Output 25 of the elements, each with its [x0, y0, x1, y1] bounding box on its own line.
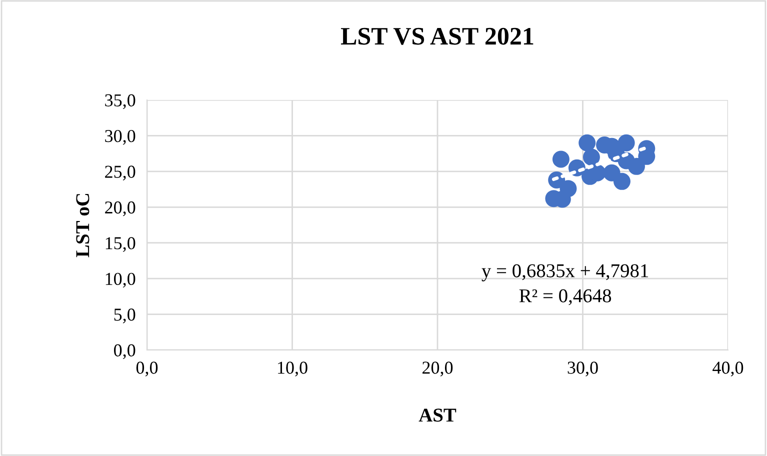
y-tick-label: 35,0 — [105, 94, 136, 110]
chart-title: LST VS AST 2021 — [340, 28, 534, 45]
point — [578, 134, 596, 152]
point — [613, 172, 630, 190]
y-tick-label: 10,0 — [106, 272, 136, 288]
point — [628, 158, 645, 175]
annotation: y = 0,6835x + 4,7981 — [482, 264, 648, 282]
x-tick-label: 0,0 — [136, 362, 158, 376]
y-axis-title: LST oC — [76, 194, 90, 258]
y-tick-label: 20,0 — [105, 201, 136, 216]
y-tick-label: 15,0 — [106, 237, 136, 252]
x-tick-label: 40,0 — [712, 362, 744, 376]
x-tick-label: 20,0 — [422, 362, 453, 376]
y-tick-label: 5,0 — [114, 308, 136, 324]
point — [618, 134, 635, 152]
annotation: R² = 0,4648 — [519, 289, 612, 306]
y-tick-label: 25,0 — [105, 166, 136, 180]
y-tick-label: 30,0 — [105, 130, 136, 145]
point — [582, 148, 600, 166]
x-tick-label: 10,0 — [278, 362, 308, 376]
point — [552, 150, 570, 168]
y-tick-label: 0,0 — [114, 344, 136, 360]
x-tick-label: 30,0 — [568, 362, 598, 376]
point — [560, 180, 577, 198]
x-axis-title: AST — [418, 408, 456, 422]
